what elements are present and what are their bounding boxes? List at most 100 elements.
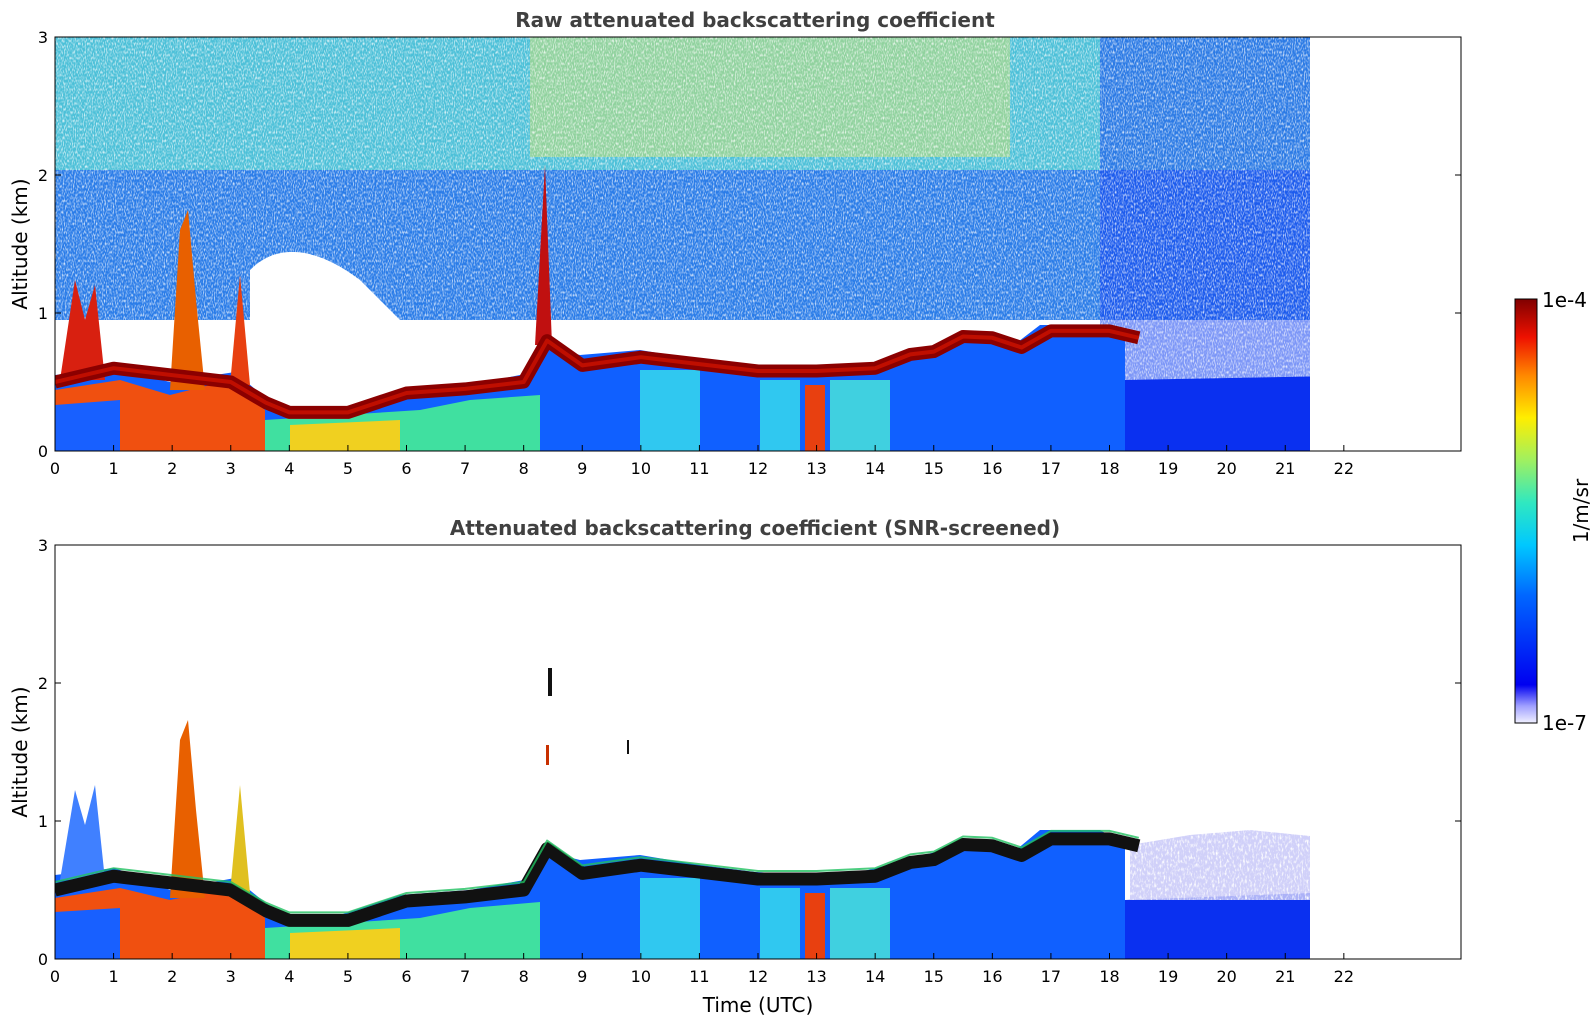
top-red-streak	[805, 385, 825, 451]
top-boundary-layer-top-inner	[55, 328, 1140, 415]
x-tick-label: 16	[982, 459, 1002, 478]
x-tick-label: 12	[748, 967, 768, 986]
x-tick-label: 21	[1275, 967, 1295, 986]
x-tick-label: 1	[108, 459, 118, 478]
bottom-x-axis: 0 1 2 3 4 5 6 7 8 9 10 11 12 13 14 15 16 17 18 19 20 21 22	[50, 953, 1354, 986]
x-tick-label: 17	[1041, 967, 1061, 986]
bottom-cyan-streak-2	[760, 888, 800, 959]
y-tick-label: 0	[38, 442, 48, 461]
top-panel-title: Raw attenuated backscattering coefficien…	[515, 8, 995, 32]
x-tick-label: 1	[108, 967, 118, 986]
x-tick-label: 22	[1334, 459, 1354, 478]
x-tick-label: 13	[806, 967, 826, 986]
top-plume-1	[60, 280, 105, 380]
top-yellow-aerosol	[290, 420, 400, 451]
bottom-y-axis: 0 1 2 3	[38, 536, 1461, 969]
bottom-spike-1	[548, 668, 552, 696]
colorbar-unit-label: 1/m/sr	[1569, 478, 1593, 543]
bottom-plume-2	[170, 720, 205, 898]
y-tick-label: 3	[38, 28, 48, 47]
x-tick-label: 11	[689, 967, 709, 986]
top-clear-gap	[250, 251, 420, 400]
bottom-red-streak	[805, 893, 825, 959]
x-tick-label: 3	[226, 967, 236, 986]
top-warm-aerosol-blue	[55, 400, 120, 451]
x-tick-label: 4	[284, 459, 294, 478]
top-x-axis: 0 1 2 3 4 5 6 7 8 9 10 11 12 13 14 15 16 17 18 19 20 21 22	[50, 445, 1354, 478]
colorbar-min-label: 1e-7	[1542, 711, 1587, 735]
y-tick-label: 1	[38, 812, 48, 831]
x-tick-label: 8	[519, 967, 529, 986]
y-tick-label: 1	[38, 304, 48, 323]
top-y-axis-label: Altitude (km)	[8, 178, 32, 309]
x-tick-label: 18	[1099, 967, 1119, 986]
bottom-panel: Attenuated backscattering coefficient (S…	[8, 516, 1462, 1017]
x-tick-label: 11	[689, 459, 709, 478]
top-plume-3	[230, 275, 250, 385]
x-tick-label: 21	[1275, 459, 1295, 478]
bottom-boundary-layer-top	[55, 832, 1141, 927]
colorbar-max-label: 1e-4	[1542, 288, 1587, 312]
x-tick-label: 14	[865, 459, 885, 478]
x-tick-label: 5	[343, 459, 353, 478]
x-tick-label: 6	[401, 459, 411, 478]
x-tick-label: 17	[1041, 459, 1061, 478]
colorbar: 1e-4 1e-7 1/m/sr	[1514, 288, 1593, 735]
x-tick-label: 4	[284, 967, 294, 986]
x-tick-label: 20	[1216, 459, 1236, 478]
x-tick-label: 10	[631, 459, 651, 478]
x-tick-label: 15	[924, 459, 944, 478]
x-tick-label: 2	[167, 967, 177, 986]
top-plume-2	[170, 210, 205, 390]
top-panel: Raw attenuated backscattering coefficien…	[8, 8, 1462, 478]
bottom-no-data	[1310, 545, 1390, 959]
colorbar-gradient	[1514, 298, 1538, 724]
y-tick-label: 2	[38, 674, 48, 693]
x-tick-label: 13	[806, 459, 826, 478]
top-cyan-streak-3	[830, 380, 890, 451]
y-tick-label: 0	[38, 950, 48, 969]
x-tick-label: 0	[50, 967, 60, 986]
x-tick-label: 7	[460, 459, 470, 478]
y-tick-label: 2	[38, 166, 48, 185]
top-cyan-streak-2	[760, 380, 800, 451]
x-tick-label: 12	[748, 459, 768, 478]
bottom-spike-2	[546, 745, 549, 765]
x-tick-label: 7	[460, 967, 470, 986]
x-tick-label: 18	[1099, 459, 1119, 478]
bottom-cyan-streak-3	[830, 888, 890, 959]
top-plume-4	[535, 165, 552, 345]
x-tick-label: 16	[982, 967, 1002, 986]
x-tick-label: 0	[50, 459, 60, 478]
top-cyan-streak-1	[640, 370, 700, 451]
bottom-boundary-layer-top-edge	[55, 829, 1140, 914]
bottom-warm-aerosol-blue	[55, 908, 120, 959]
x-tick-label: 9	[577, 967, 587, 986]
x-tick-label: 6	[401, 967, 411, 986]
bottom-ghost-speckle	[1130, 810, 1330, 900]
x-tick-label: 10	[631, 967, 651, 986]
x-tick-label: 9	[577, 459, 587, 478]
bottom-heatmap	[55, 545, 1390, 959]
x-tick-label: 19	[1158, 967, 1178, 986]
top-heatmap	[55, 37, 1390, 451]
x-tick-label: 3	[226, 459, 236, 478]
x-tick-label: 2	[167, 459, 177, 478]
bottom-panel-title: Attenuated backscattering coefficient (S…	[450, 516, 1060, 540]
bottom-spike-3	[627, 740, 629, 754]
bottom-plume-3	[230, 785, 250, 893]
y-tick-label: 3	[38, 536, 48, 555]
x-tick-label: 8	[519, 459, 529, 478]
bottom-cyan-streak-1	[640, 878, 700, 959]
bottom-y-axis-label: Altitude (km)	[8, 686, 32, 817]
x-tick-label: 20	[1216, 967, 1236, 986]
top-no-data	[1310, 37, 1390, 451]
x-tick-label: 19	[1158, 459, 1178, 478]
bottom-x-axis-label: Time (UTC)	[702, 993, 814, 1017]
x-tick-label: 14	[865, 967, 885, 986]
bottom-yellow-aerosol	[290, 928, 400, 959]
top-y-axis: 0 1 2 3	[38, 28, 1461, 461]
x-tick-label: 5	[343, 967, 353, 986]
x-tick-label: 22	[1334, 967, 1354, 986]
